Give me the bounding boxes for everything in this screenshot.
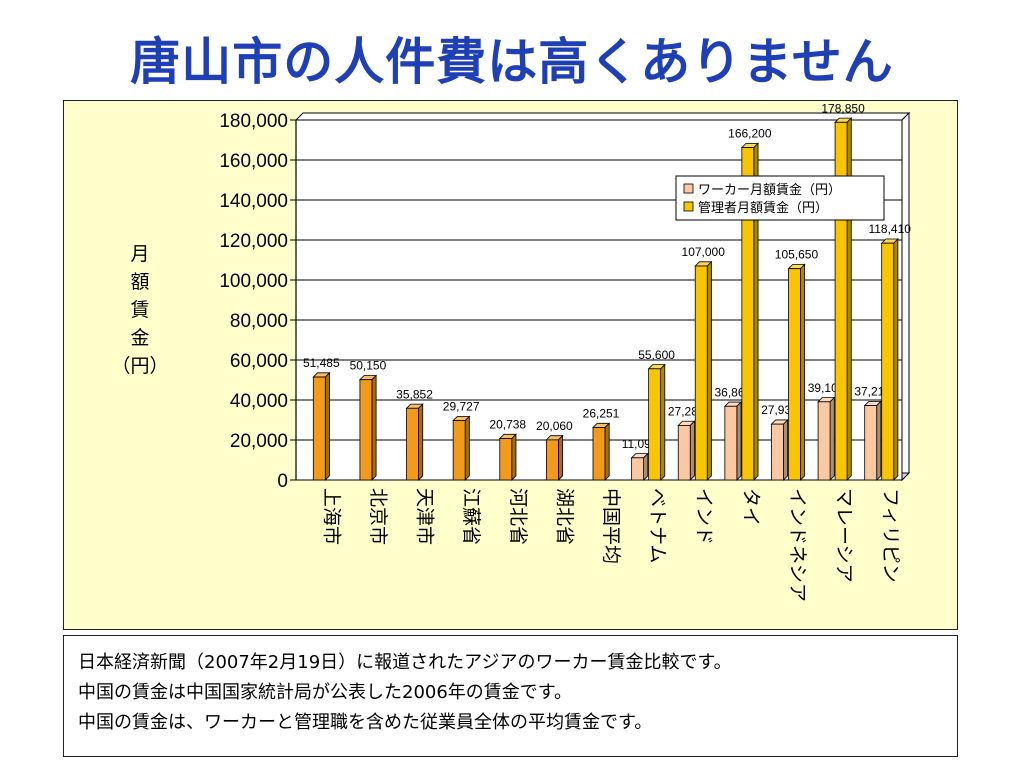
bar-side [511,433,517,481]
y-tick-label: 60,000 [230,351,288,372]
data-label: 20,060 [536,419,573,433]
data-label: 26,251 [583,406,620,420]
x-category-label: フィリピン [880,488,902,583]
y-tick-label: 180,000 [219,111,288,132]
y-tick-label: 160,000 [219,151,288,172]
bar [359,379,373,481]
bar-side [660,363,666,481]
bar [771,423,784,481]
data-label: 35,852 [396,387,433,401]
y-tick-label: 80,000 [230,311,288,332]
bar [677,425,691,481]
x-category-label: マレーシア [833,488,855,583]
y-tick-label: 120,000 [219,231,288,252]
y-tick-label: 100,000 [219,271,288,292]
note-line: 中国の賃金は、ワーカーと管理職を含めた従業員全体の平均賃金です。 [78,712,653,733]
y-tick-label: 0 [277,471,288,492]
x-category-label: 湖北省 [553,488,575,545]
bar-side [324,371,330,481]
plot-right-wall [901,111,910,482]
bar-side [893,238,899,481]
x-category-label: 北京市 [367,488,389,545]
bar [724,405,738,481]
data-label: 118,410 [868,222,911,236]
bar-chart: 0 20,000 40,000 60,000 80,000 100,000 120,000 1… [219,101,911,602]
data-label: 55,600 [638,348,675,362]
bar-side [876,400,882,481]
bar [499,438,513,481]
data-label: 107,000 [682,245,726,259]
plot-top-wall [294,112,911,121]
y-axis-label-char: 額 [130,271,150,293]
y-tick-label: 40,000 [230,391,288,412]
data-label: 51,485 [303,356,340,370]
y-axis-label: 月 額 賃 金 （円） [110,240,170,380]
bar-side [829,396,835,481]
data-label: 29,727 [443,400,480,414]
bar-side [643,452,649,481]
bar-side [706,260,712,481]
bar [694,265,708,481]
legend-label: ワーカー月額賃金（円） [698,182,841,198]
bar [312,376,326,481]
bar-side [604,422,610,481]
bar [631,457,645,481]
x-category-label: ベトナム [647,488,669,563]
y-axis-label-char: 金 [130,327,150,349]
notes-box: 日本経済新聞（2007年2月19日）に報道されたアジアのワーカー賃金比較です。 … [63,635,958,757]
legend-label: 管理者月額賃金（円） [698,200,828,216]
bar [817,401,831,481]
bar [788,268,801,481]
y-axis-label-char: （円） [111,355,169,377]
bar [864,405,878,481]
bar-side [783,418,789,481]
data-label: 20,738 [489,418,526,432]
x-category-label: 上海市 [320,488,342,545]
legend-swatch [683,201,694,212]
bar [881,242,895,481]
bar-side [418,403,424,481]
data-label: 50,150 [350,359,387,373]
x-category-label: 天津市 [414,488,436,545]
y-axis-label-char: 月 [130,243,150,265]
data-label: 105,650 [775,248,819,262]
x-category-label: 河北省 [507,488,529,545]
legend-swatch [683,183,694,194]
bar-side [557,434,563,481]
y-tick-label: 20,000 [230,431,288,452]
x-category-label: タイ [740,488,762,526]
bar [545,439,559,481]
slide-title: 唐山市の人件費は高くありません [130,33,894,91]
y-tick-label: 140,000 [219,191,288,212]
note-line: 中国の賃金は中国国家統計局が公表した2006年の賃金です。 [78,682,573,703]
bar-side [464,415,470,481]
bar-side [736,401,742,481]
bar-side [800,263,806,481]
x-category-label: 江蘇省 [460,488,482,545]
bar-side [689,420,695,481]
bar [406,407,419,481]
x-category-label: インドネシア [786,488,808,602]
bar [592,427,606,481]
data-label: 178,850 [821,101,865,115]
y-axis-label-char: 賃 [130,299,150,321]
bar-side [846,117,852,481]
bar [648,368,662,481]
data-label: 166,200 [728,127,772,141]
bar [741,147,755,481]
bar [452,420,466,481]
bar-side [371,374,377,481]
legend [675,175,885,221]
x-category-label: 中国平均 [600,488,622,564]
note-line: 日本経済新聞（2007年2月19日）に報道されたアジアのワーカー賃金比較です。 [78,652,732,673]
x-category-label: インド [693,488,715,545]
